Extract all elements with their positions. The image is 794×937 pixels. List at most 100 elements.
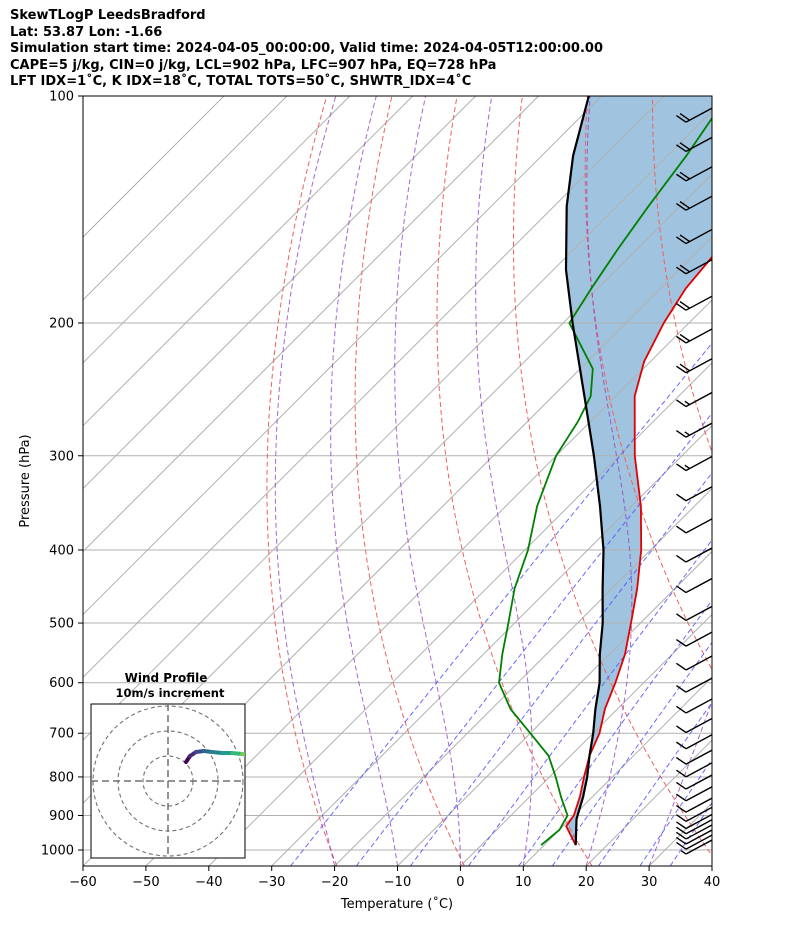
moist-adiabat <box>394 96 461 866</box>
wind-barb <box>676 762 712 778</box>
isotherm-line <box>83 96 414 427</box>
mixing-ratio-line <box>290 342 712 866</box>
wind-barb <box>676 259 712 275</box>
isotherm-line <box>271 424 712 866</box>
x-tick-label: 20 <box>578 875 595 890</box>
wind-barb <box>676 819 712 835</box>
wind-barb <box>676 518 712 534</box>
dry-adiabat <box>718 96 794 866</box>
inset-subtitle: 10m/s increment <box>116 686 225 700</box>
wind-barb <box>676 813 712 830</box>
moist-adiabat <box>475 96 533 866</box>
y-tick-label: 700 <box>49 727 74 742</box>
wind-barb <box>676 605 712 622</box>
wind-barb <box>676 717 712 734</box>
wind-barb <box>676 834 712 850</box>
indices-line: LFT IDX=1˚C, K IDX=18˚C, TOTAL TOTS=50˚C… <box>10 74 472 89</box>
lat-lon-line: Lat: 53.87 Lon: -1.66 <box>10 24 163 40</box>
wind-barb <box>676 136 712 153</box>
x-tick-label: 40 <box>704 875 721 890</box>
station-title: SkewTLogP LeedsBradford <box>10 8 206 23</box>
isotherm-line <box>83 96 288 301</box>
isotherm-line <box>334 487 712 866</box>
isotherm-line <box>83 96 602 616</box>
x-tick-label: 10 <box>515 875 532 890</box>
moist-adiabat <box>330 96 398 866</box>
wind-barb <box>676 734 712 750</box>
isotherm-line <box>83 96 665 679</box>
y-tick-label: 800 <box>49 770 74 785</box>
mixing-ratio-line <box>597 701 712 866</box>
wind-barb <box>676 547 712 563</box>
y-axis-label: Pressure (hPa) <box>18 434 33 527</box>
isotherm-line <box>83 96 476 490</box>
x-axis-label: Temperature (˚C) <box>340 896 453 912</box>
y-tick-label: 900 <box>49 809 74 824</box>
wind-barb <box>676 824 712 840</box>
wind-barb <box>676 358 712 374</box>
wind-barb <box>676 631 712 647</box>
hodograph-segment <box>240 752 245 757</box>
dry-adiabat <box>652 96 712 454</box>
y-tick-label: 600 <box>49 676 74 691</box>
moist-adiabat <box>585 96 633 866</box>
x-tick-label: −50 <box>132 875 159 890</box>
temperature-profile <box>565 255 712 846</box>
inset-title: Wind Profile <box>125 671 208 685</box>
x-tick-label: −10 <box>384 875 411 890</box>
moist-adiabat <box>648 699 712 866</box>
dry-adiabat <box>513 96 712 857</box>
isotherm-line <box>522 676 712 866</box>
time-line: Simulation start time: 2024-04-05_00:00:… <box>10 41 603 56</box>
wind-barb <box>676 655 712 671</box>
mixing-ratio-line <box>355 412 712 866</box>
wind-barb <box>676 391 712 408</box>
x-tick-label: −40 <box>195 875 222 890</box>
dry-adiabat <box>436 96 593 866</box>
wind-barb <box>676 228 712 245</box>
wind-barb <box>676 107 712 123</box>
isotherm-line <box>775 96 794 866</box>
x-tick-label: 0 <box>456 875 464 890</box>
wind-barb <box>676 698 712 714</box>
wind-barb <box>676 295 712 311</box>
wind-barb <box>676 677 712 693</box>
wind-barb <box>680 839 712 855</box>
x-tick-label: −20 <box>321 875 348 890</box>
wind-barb <box>676 328 712 344</box>
x-tick-label: −60 <box>69 875 96 890</box>
y-tick-label: 1000 <box>41 844 74 859</box>
y-tick-label: 400 <box>49 543 74 558</box>
dry-adiabat <box>783 96 794 866</box>
dry-adiabat <box>266 96 338 866</box>
isotherm-line <box>208 362 712 866</box>
wind-barb <box>676 166 712 182</box>
wind-barb <box>676 786 712 802</box>
isotherm-line <box>711 865 712 866</box>
parcel-profile <box>564 96 605 846</box>
moist-adiabat <box>274 96 337 866</box>
wind-profile-inset: Wind Profile 10m/s increment <box>90 671 246 859</box>
wind-barb <box>676 829 712 845</box>
wind-barb <box>676 806 712 822</box>
axes: −60 −50 −40 −30 −20 −10 0 10 20 30 40 100 200 300 400 5… <box>41 90 720 891</box>
wind-barb <box>676 577 712 594</box>
dry-adiabat <box>354 96 465 866</box>
wind-barb <box>676 195 712 211</box>
isotherm-line <box>83 96 225 238</box>
isotherm-line <box>145 299 712 866</box>
wind-barb <box>676 774 712 790</box>
wind-barb <box>676 486 712 502</box>
wind-barb <box>676 749 712 765</box>
x-tick-label: 30 <box>641 875 658 890</box>
isotherm-line <box>460 613 712 866</box>
y-tick-label: 300 <box>49 449 74 464</box>
chart-header: SkewTLogP LeedsBradford Lat: 53.87 Lon: … <box>10 8 603 91</box>
mixing-ratio-line <box>410 472 712 866</box>
wind-barb <box>676 797 712 813</box>
dry-adiabat <box>584 96 712 671</box>
wind-barb <box>676 422 712 438</box>
y-tick-label: 500 <box>49 617 74 632</box>
cape-line: CAPE=5 j/kg, CIN=0 j/kg, LCL=902 hPa, LF… <box>10 57 497 73</box>
